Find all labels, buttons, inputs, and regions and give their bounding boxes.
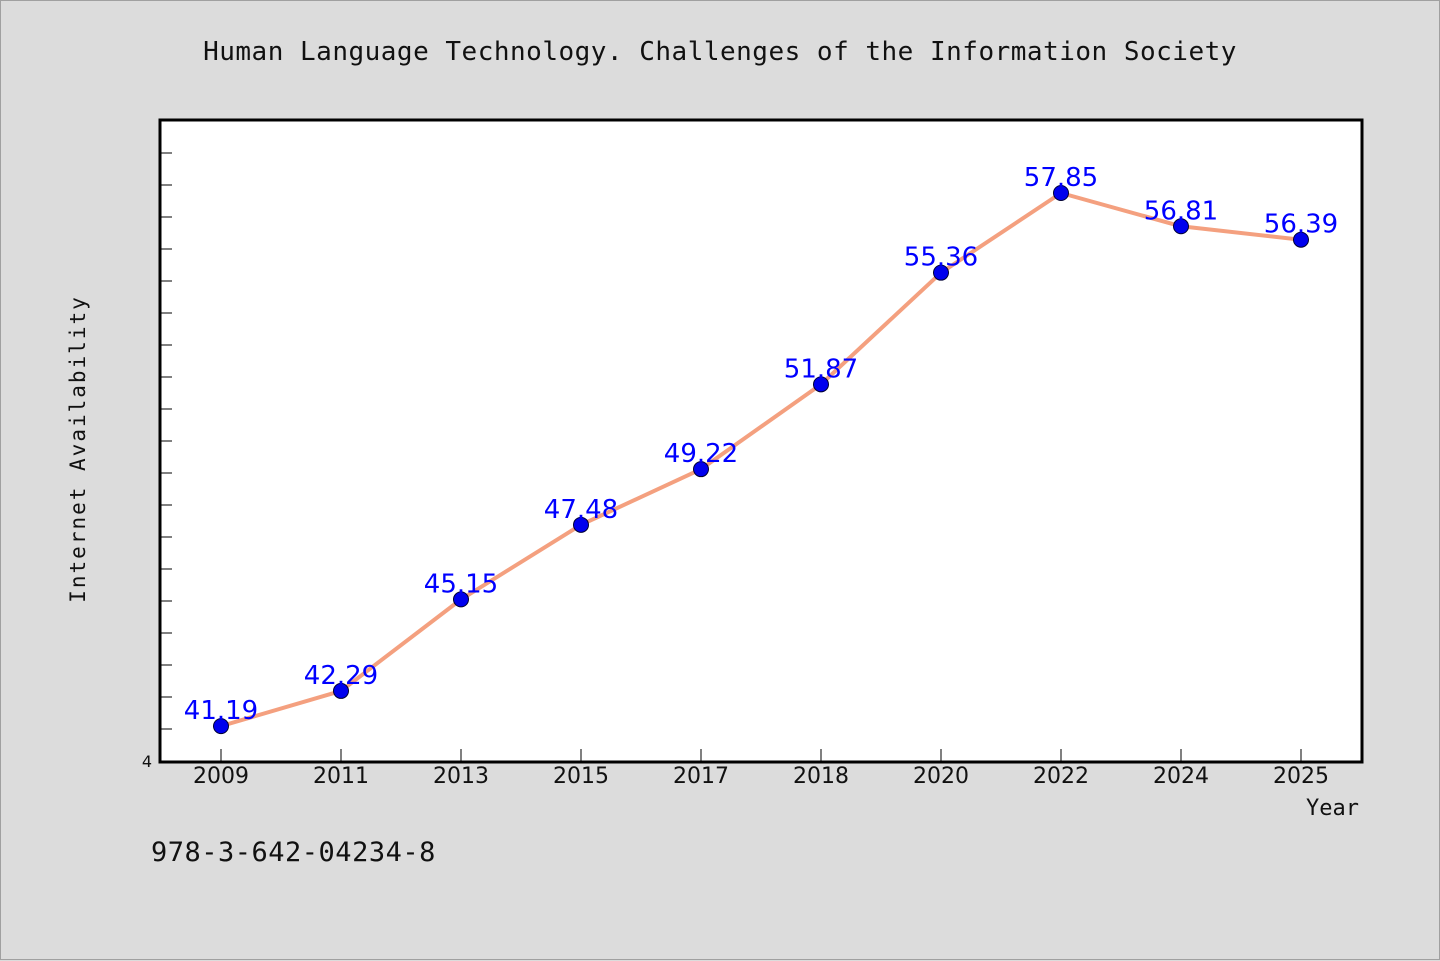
- x-axis-ticks: 2009 2011 2013 2015 2017 2018 2020 2022 2024 2025: [193, 749, 1329, 789]
- data-label: 57.85: [1024, 163, 1098, 193]
- data-point: [1293, 231, 1309, 248]
- chart-title: Human Language Technology. Challenges of…: [203, 37, 1237, 67]
- data-label: 47.48: [544, 495, 618, 525]
- x-tick-label: 2011: [313, 764, 369, 789]
- series-line: [220, 191, 1302, 729]
- x-axis-label: Year: [1306, 796, 1359, 821]
- x-tick-label: 2022: [1033, 764, 1089, 789]
- data-label: 56.39: [1264, 210, 1338, 240]
- data-point: [1053, 185, 1069, 201]
- x-tick-label: 2009: [193, 764, 249, 789]
- data-label: 51.87: [784, 354, 858, 384]
- data-point: [573, 516, 589, 533]
- data-label: 55.36: [904, 243, 978, 273]
- series-group: 41.19 42.29 45.15 47.48 49.22 51.87 55.36 57.85…: [184, 163, 1338, 735]
- data-point: [333, 682, 349, 699]
- data-point: [693, 461, 709, 478]
- data-point: [213, 718, 229, 735]
- data-label: 41.19: [184, 696, 258, 726]
- data-label: 49.22: [664, 439, 738, 469]
- x-tick-label: 2025: [1273, 764, 1329, 789]
- data-label: 56.81: [1144, 196, 1218, 226]
- x-tick-label: 2020: [913, 764, 969, 789]
- data-point: [453, 591, 469, 608]
- x-tick-label: 2017: [673, 764, 729, 789]
- data-point: [1173, 218, 1189, 235]
- x-tick-label: 2024: [1153, 764, 1209, 789]
- data-point: [933, 264, 949, 281]
- x-tick-label: 2013: [433, 764, 489, 789]
- data-point: [813, 376, 829, 393]
- data-label: 42.29: [304, 661, 378, 691]
- y-tick-label: 4: [142, 752, 152, 771]
- plot-area: [158, 118, 1364, 764]
- data-label: 45.15: [424, 569, 498, 599]
- x-tick-label: 2015: [553, 764, 609, 789]
- y-axis-ticks: 4: [142, 152, 172, 771]
- isbn-footer: 978-3-642-04234-8: [151, 837, 436, 868]
- x-tick-label: 2018: [793, 764, 849, 789]
